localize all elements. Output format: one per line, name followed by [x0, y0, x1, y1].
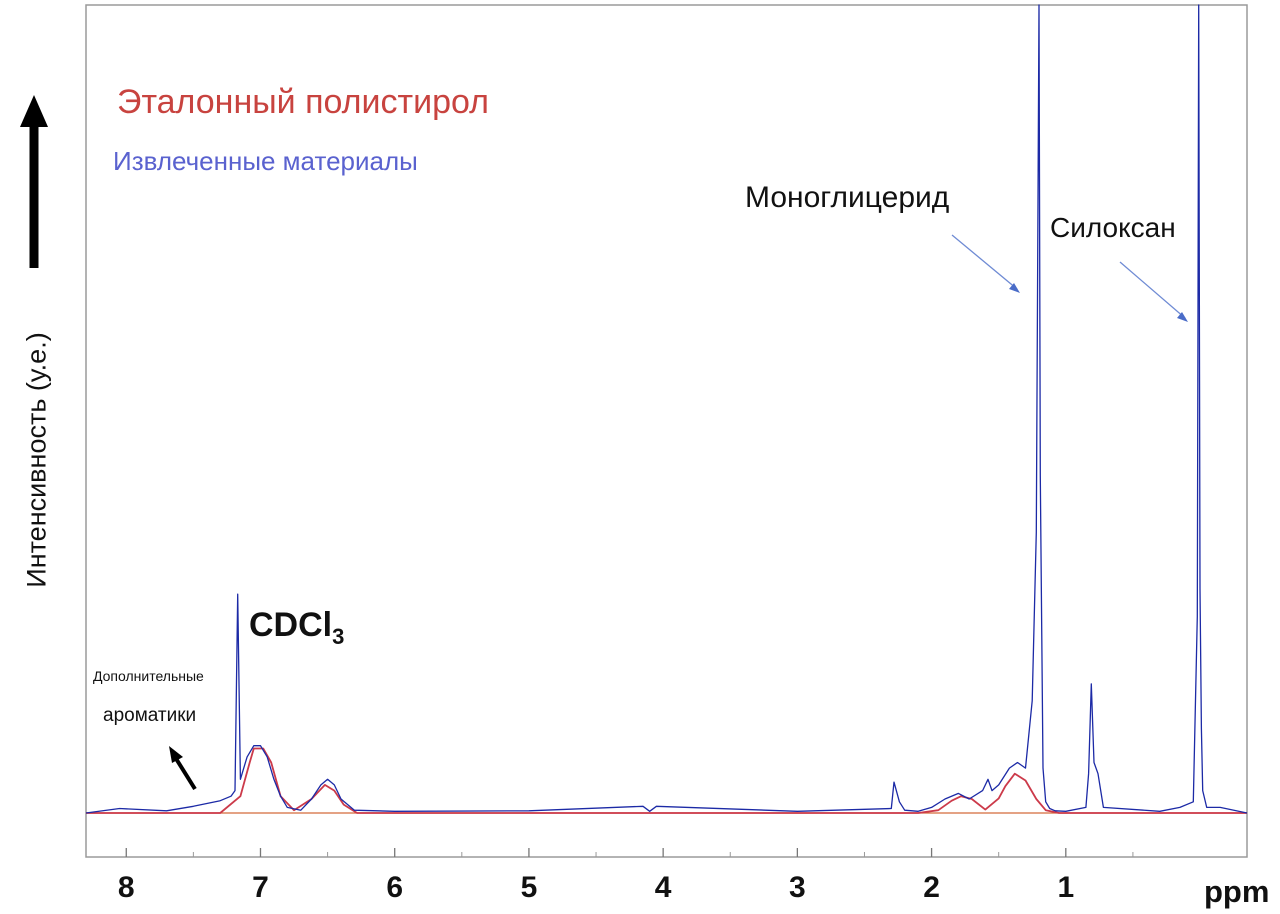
aromatics-arrow [173, 755, 197, 791]
legend-extracted-materials: Извлеченные материалы [113, 146, 418, 176]
annotation-monoglyceride: Моноглицерид [745, 181, 950, 214]
monoglyceride-arrow-head [1009, 283, 1020, 293]
annotation-siloxane: Силоксан [1050, 212, 1176, 243]
annotation-cdcl3: CDCl3 [249, 606, 344, 650]
x-tick-label-4: 4 [655, 871, 672, 904]
y-axis-label: Интенсивность (у.е.) [21, 332, 52, 588]
x-axis-ticks: 8 7 6 5 4 3 2 1 [118, 848, 1134, 904]
siloxane-arrow-head [1177, 312, 1188, 322]
x-tick-label-5: 5 [521, 871, 538, 904]
cdcl3-text: CDCl [249, 606, 333, 644]
series-extracted-materials [85, 4, 1248, 814]
x-tick-label-2: 2 [923, 871, 940, 904]
monoglyceride-arrow [951, 234, 1018, 290]
annotation-additional: Дополнительные [93, 668, 204, 684]
legend-reference-polystyrene: Эталонный полистирол [117, 83, 489, 121]
series-layer [85, 4, 1248, 814]
x-tick-label-8: 8 [118, 871, 135, 904]
annotation-aromatics: ароматики [103, 705, 197, 726]
x-axis-unit-label: ppm [1204, 874, 1270, 909]
series-reference-polystyrene [86, 747, 1247, 814]
siloxane-arrow [1119, 261, 1186, 319]
y-axis-arrow-head [20, 95, 48, 127]
x-tick-label-7: 7 [252, 871, 269, 904]
aromatics-arrow-head [169, 746, 183, 763]
plot-frame [85, 4, 1248, 858]
x-tick-label-6: 6 [386, 871, 403, 904]
x-tick-label-1: 1 [1057, 871, 1074, 904]
x-tick-label-3: 3 [789, 871, 806, 904]
cdcl3-subscript: 3 [332, 623, 345, 649]
